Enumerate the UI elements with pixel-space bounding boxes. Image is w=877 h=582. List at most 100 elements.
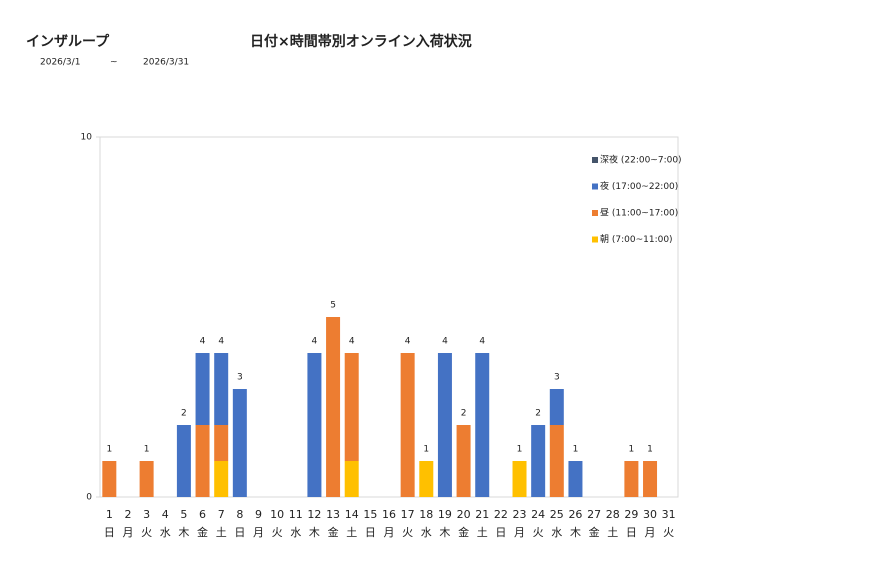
bar-segment [214, 353, 229, 425]
legend-label: 昼 (11:00~17:00) [600, 208, 678, 219]
x-weekday-label: 木 [570, 526, 581, 539]
x-weekday-label: 火 [533, 526, 544, 539]
x-tick-label: 15 [363, 508, 377, 521]
total-label: 4 [405, 337, 411, 347]
company: インザループ [26, 34, 110, 50]
x-tick-label: 30 [643, 508, 657, 521]
y-tick-label: 10 [81, 133, 93, 143]
legend-swatch [592, 236, 598, 243]
bar-segment [176, 425, 191, 497]
x-weekday-label: 水 [421, 526, 432, 539]
x-tick-label: 21 [475, 508, 489, 521]
bar-segment [400, 353, 415, 497]
total-label: 2 [181, 409, 187, 419]
x-tick-label: 29 [624, 508, 638, 521]
total-label: 2 [461, 409, 467, 419]
total-label: 4 [218, 337, 224, 347]
x-weekday-label: 月 [122, 526, 133, 539]
x-tick-label: 16 [382, 508, 396, 521]
total-label: 1 [144, 445, 150, 455]
total-label: 1 [423, 445, 429, 455]
x-tick-label: 19 [438, 508, 452, 521]
legend-label: 朝 (7:00~11:00) [600, 234, 673, 245]
total-label: 1 [106, 445, 112, 455]
bar-segment [624, 461, 639, 497]
x-tick-label: 22 [494, 508, 508, 521]
chart-title: 日付×時間帯別オンライン入荷状況 [250, 33, 472, 50]
bar-segment [512, 461, 527, 497]
total-label: 5 [330, 301, 336, 311]
x-weekday-label: 水 [551, 526, 562, 539]
x-weekday-label: 土 [216, 526, 227, 539]
x-tick-label: 13 [326, 508, 340, 521]
total-label: 4 [479, 337, 485, 347]
total-label: 1 [573, 445, 579, 455]
bar-segment [643, 461, 658, 497]
x-tick-label: 1 [106, 508, 113, 521]
bar-segment [232, 389, 247, 497]
bar-segment [419, 461, 434, 497]
x-weekday-label: 日 [495, 526, 506, 539]
legend-swatch [592, 210, 598, 216]
x-tick-label: 25 [550, 508, 564, 521]
bar-segment [307, 353, 322, 497]
x-weekday-label: 火 [663, 526, 674, 539]
x-tick-label: 28 [606, 508, 620, 521]
x-tick-label: 9 [255, 508, 262, 521]
bar-segment [549, 425, 564, 497]
x-weekday-label: 金 [328, 525, 339, 539]
bar-segment [102, 461, 117, 497]
x-tick-label: 18 [419, 508, 433, 521]
x-weekday-label: 日 [365, 526, 376, 539]
total-label: 3 [554, 373, 560, 383]
x-tick-label: 5 [180, 508, 187, 521]
legend-swatch [592, 183, 598, 190]
x-tick-label: 23 [513, 508, 527, 521]
date-to: 2026/3/31 [143, 58, 189, 68]
bar-segment [326, 317, 341, 497]
x-tick-label: 26 [568, 508, 582, 521]
plot-area [99, 136, 679, 498]
x-weekday-label: 木 [439, 526, 450, 539]
legend-label: 夜 (17:00~22:00) [600, 180, 678, 192]
bar-segment [195, 425, 210, 497]
bar-segment [214, 425, 229, 461]
x-weekday-label: 水 [160, 526, 171, 539]
total-label: 4 [200, 337, 206, 347]
x-weekday-label: 土 [477, 526, 488, 539]
x-weekday-label: 金 [458, 525, 469, 539]
bar-segment [549, 389, 564, 425]
x-weekday-label: 木 [309, 526, 320, 539]
total-label: 1 [629, 445, 635, 455]
x-tick-label: 27 [587, 508, 601, 521]
x-weekday-label: 火 [141, 526, 152, 539]
bar-segment [437, 353, 452, 497]
x-weekday-label: 水 [290, 526, 301, 539]
bar-segment [139, 461, 154, 497]
x-tick-label: 17 [401, 508, 415, 521]
x-tick-label: 8 [236, 508, 243, 521]
x-weekday-label: 土 [346, 526, 357, 539]
x-tick-label: 24 [531, 508, 545, 521]
legend-label: 深夜 (22:00~7:00) [600, 154, 682, 166]
bar-segment [344, 461, 359, 497]
x-weekday-label: 火 [272, 526, 283, 539]
bar-segment [568, 461, 583, 497]
total-label: 3 [237, 373, 243, 383]
total-label: 4 [349, 337, 355, 347]
x-tick-label: 14 [345, 508, 359, 521]
bar-segment [195, 353, 210, 425]
x-tick-label: 11 [289, 508, 303, 521]
bar-segment [344, 353, 359, 461]
total-label: 1 [517, 445, 523, 455]
x-tick-label: 31 [662, 508, 676, 521]
bar-segment [456, 425, 471, 497]
x-weekday-label: 月 [514, 526, 525, 539]
x-tick-label: 20 [457, 508, 471, 521]
total-label: 2 [535, 409, 541, 419]
x-tick-label: 12 [307, 508, 321, 521]
x-tick-label: 4 [162, 508, 169, 521]
x-weekday-label: 日 [104, 526, 115, 539]
x-weekday-label: 日 [234, 526, 245, 539]
